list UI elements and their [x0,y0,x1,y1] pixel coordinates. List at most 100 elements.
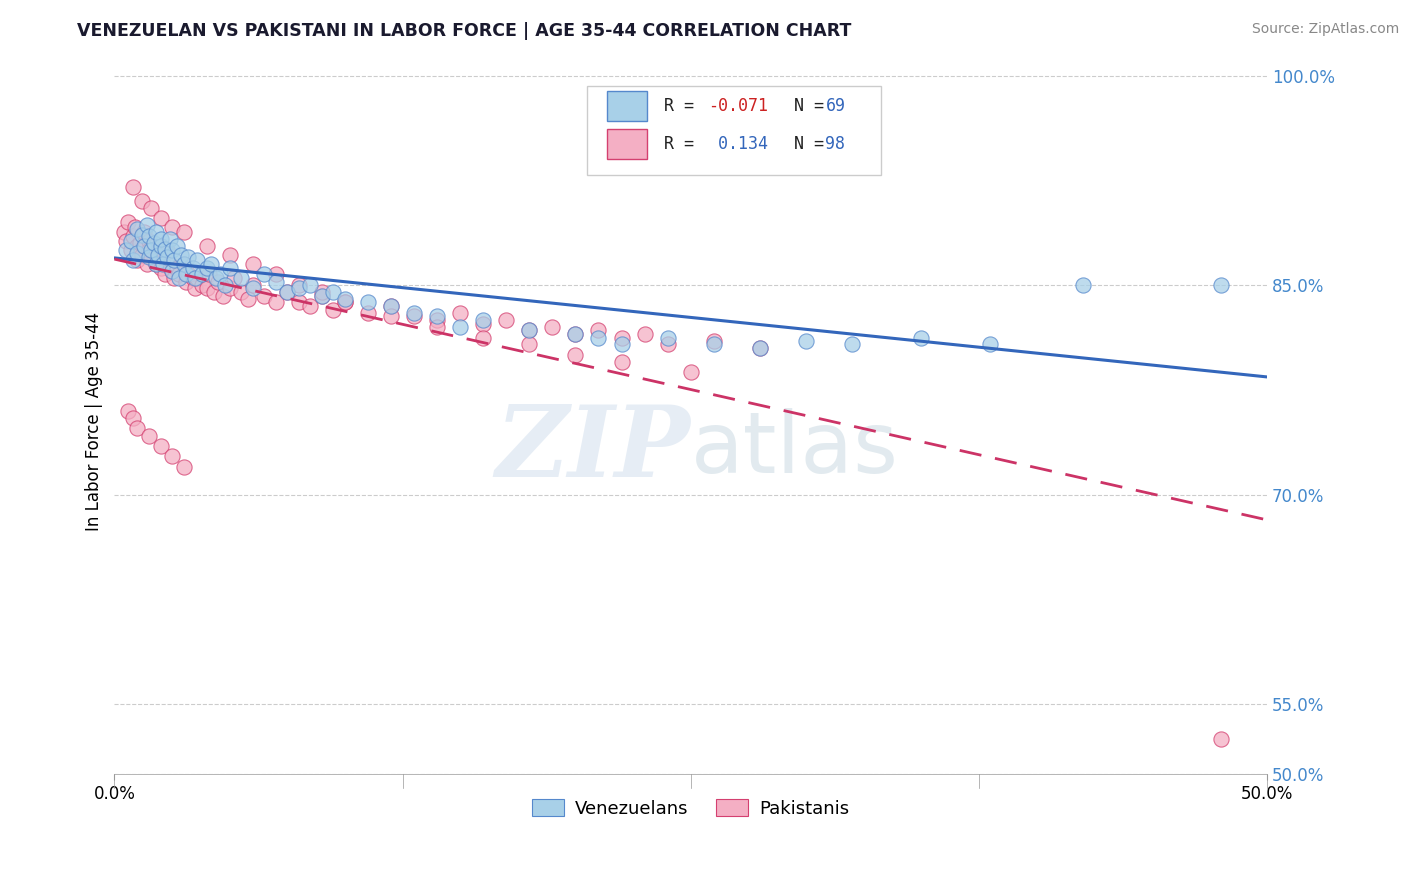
Point [141,202,163,216]
Point [198,267,221,281]
Text: 0.134: 0.134 [709,135,768,153]
Point [703,334,725,348]
Point [159,257,181,271]
Point [184,271,207,285]
Text: ZIP: ZIP [496,401,690,498]
Point [264,295,287,310]
Point [1209,732,1232,747]
Point [288,295,311,310]
Point [142,236,165,251]
Point [564,327,586,342]
Point [633,327,655,342]
Point [163,271,186,285]
Point [588,331,610,345]
Point [910,331,932,345]
Text: N =: N = [773,135,834,153]
Point [159,232,181,246]
Point [195,239,218,253]
Point [127,246,149,260]
Point [402,309,425,323]
Point [149,261,172,276]
Point [288,281,311,295]
Point [841,337,863,351]
Point [200,257,222,271]
Point [748,341,770,355]
Point [333,292,356,306]
Point [117,404,139,418]
Point [517,323,540,337]
Point [135,218,157,232]
Point [121,180,143,194]
Point [703,337,725,351]
Point [163,253,186,268]
Point [138,244,160,258]
Point [174,276,197,290]
Point [657,337,679,351]
Point [115,244,138,258]
Point [152,257,174,271]
Point [153,267,176,281]
Point [380,309,402,323]
Point [679,365,702,379]
Point [145,257,167,271]
Point [426,320,449,334]
Point [112,225,135,239]
Point [322,303,344,318]
Point [134,225,156,239]
Point [152,250,174,264]
Point [160,449,183,463]
Point [134,239,156,253]
Point [128,236,150,251]
Point [449,320,471,334]
Text: 69: 69 [825,97,845,115]
FancyBboxPatch shape [606,129,647,159]
Point [166,261,188,276]
Point [160,264,183,278]
Point [127,420,149,434]
Point [794,334,817,348]
Point [160,219,183,234]
Point [311,285,333,300]
Point [167,267,190,281]
Point [121,411,143,425]
Point [173,257,195,271]
Point [979,337,1001,351]
Point [214,278,236,293]
Point [333,295,356,310]
Point [380,299,402,313]
Point [131,194,153,209]
Point [145,225,167,239]
Point [205,271,228,285]
Point [127,239,149,253]
Point [181,261,204,276]
Point [124,219,146,234]
Point [149,439,172,453]
Point [333,295,356,310]
Text: 98: 98 [825,135,845,153]
Point [138,229,160,244]
Point [236,292,259,306]
Point [299,299,322,313]
Point [311,289,333,303]
Point [211,289,233,303]
Point [173,459,195,474]
Point [610,355,633,369]
Point [177,267,200,281]
Point [402,306,425,320]
Point [207,276,229,290]
Point [472,318,495,332]
Point [173,257,195,271]
Text: -0.071: -0.071 [709,97,768,115]
Point [160,264,183,278]
Point [149,211,172,226]
Point [288,278,311,293]
Point [299,278,322,293]
Point [173,225,195,239]
Point [253,289,276,303]
Point [135,257,157,271]
Point [156,244,179,258]
Point [134,239,156,253]
Text: R =: R = [664,97,704,115]
Point [276,285,298,300]
Point [148,247,170,261]
